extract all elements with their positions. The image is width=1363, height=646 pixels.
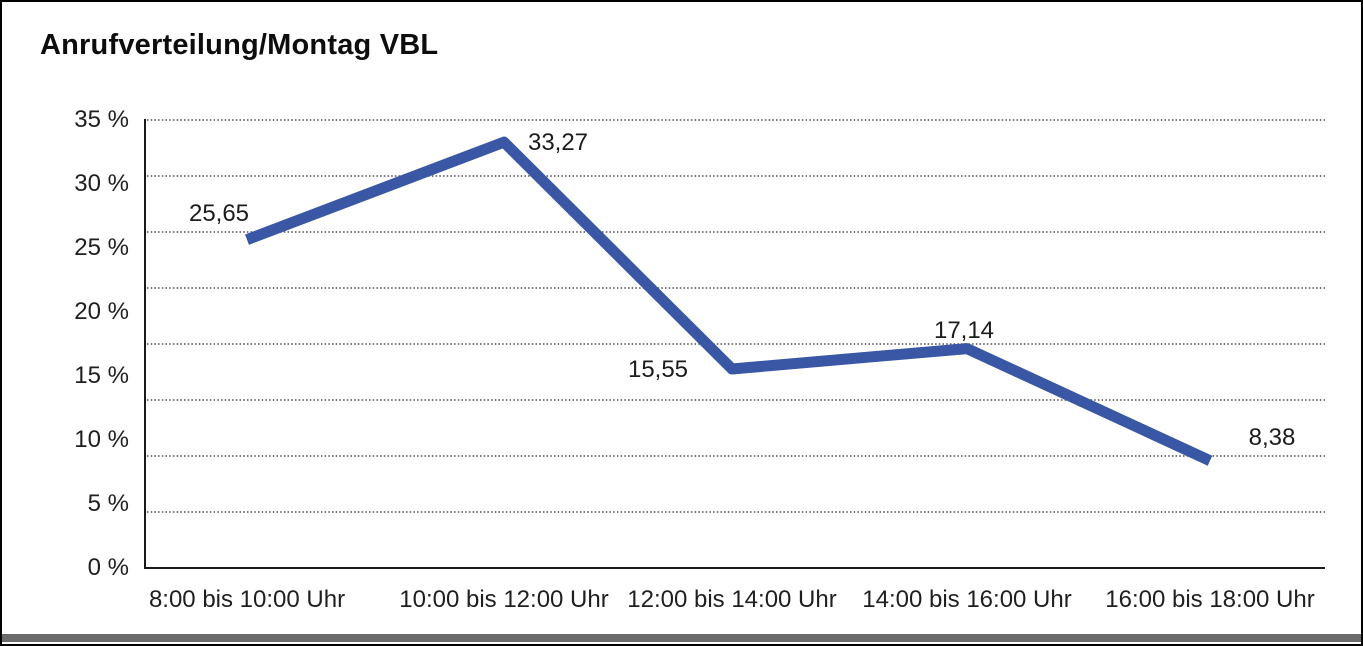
data-series-line bbox=[245, 136, 1213, 466]
x-axis-label: 10:00 bis 12:00 Uhr bbox=[399, 586, 609, 613]
y-axis-label: 35 % bbox=[74, 106, 129, 133]
data-point-label: 15,55 bbox=[627, 355, 689, 383]
bottom-border-band bbox=[2, 634, 1361, 642]
chart-title: Anrufverteilung/Montag VBL bbox=[40, 29, 439, 61]
data-point-label: 17,14 bbox=[933, 316, 995, 344]
y-axis-label: 5 % bbox=[87, 490, 129, 517]
data-point-label: 25,65 bbox=[188, 199, 250, 227]
y-axis-label: 10 % bbox=[74, 426, 129, 453]
y-axis-label: 20 % bbox=[74, 298, 129, 325]
data-point-label: 33,27 bbox=[527, 129, 589, 157]
x-axis-label: 16:00 bis 18:00 Uhr bbox=[1105, 586, 1315, 613]
y-axis-label: 15 % bbox=[74, 362, 129, 389]
y-axis-label: 30 % bbox=[74, 170, 129, 197]
x-axis-label: 12:00 bis 14:00 Uhr bbox=[627, 586, 837, 613]
y-axis-label: 0 % bbox=[87, 554, 129, 581]
x-axis-label: 8:00 bis 10:00 Uhr bbox=[148, 586, 346, 613]
y-axis-label: 25 % bbox=[74, 234, 129, 261]
x-axis-label: 14:00 bis 16:00 Uhr bbox=[862, 586, 1072, 613]
data-point-label: 8,38 bbox=[1248, 423, 1296, 451]
